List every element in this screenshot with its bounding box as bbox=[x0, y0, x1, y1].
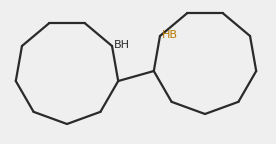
Text: HB: HB bbox=[161, 31, 177, 40]
Text: BH: BH bbox=[113, 40, 129, 50]
